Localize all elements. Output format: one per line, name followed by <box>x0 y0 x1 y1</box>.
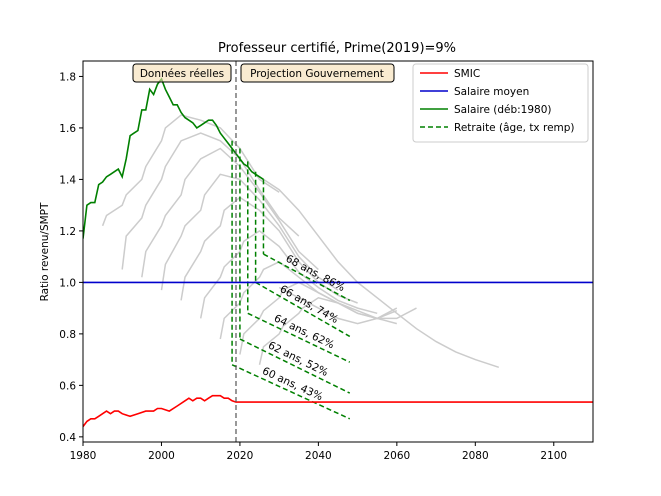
x-tick-label-2080: 2080 <box>462 450 489 462</box>
y-axis-label: Ratio revenu/SMPT <box>39 202 51 301</box>
annotation-donnees-reelles: Données réelles <box>132 63 232 83</box>
y-tick-label-0.6: 0.6 <box>59 380 76 392</box>
retraite-line-3 <box>247 312 351 363</box>
career-curve-1 <box>101 114 280 227</box>
y-tick-label-1.2: 1.2 <box>59 226 76 238</box>
career-curve-9 <box>258 296 398 365</box>
chart-title: Professeur certifié, Prime(2019)=9% <box>218 41 456 56</box>
axes: 1980 2000 2020 2040 2060 2080 2100 0.4 0.6 0.8 1.0… <box>59 60 594 462</box>
x-tick-label-2020: 2020 <box>227 450 254 462</box>
plot-frame <box>82 60 594 443</box>
y-tick-label-1: 1.0 <box>59 277 76 289</box>
legend-label-1: SMIC <box>454 68 480 80</box>
y-tick-label-1.4: 1.4 <box>59 174 76 186</box>
x-tick-label-1980: 1980 <box>70 450 97 462</box>
career-curve-11 <box>263 178 500 369</box>
y-tick-label-0.8: 0.8 <box>59 329 76 341</box>
retraite-line-2 <box>239 338 351 394</box>
annotation-boxes: Données réelles Projection Gouvernement <box>132 63 395 83</box>
retraite-line-4 <box>255 281 351 338</box>
career-curve-6 <box>199 229 378 319</box>
svg-text:Projection Gouvernement: Projection Gouvernement <box>250 68 384 80</box>
series-smic-line <box>83 394 593 428</box>
legend-label-4: Retraite (âge, tx remp) <box>454 122 575 134</box>
career-curve-3 <box>141 147 319 278</box>
annotation-projection-gouvernement: Projection Gouvernement <box>240 63 395 83</box>
series-salaire-deb1980-line <box>83 77 264 239</box>
y-tick-label-0.4: 0.4 <box>59 432 76 444</box>
retraite-line-5 <box>263 253 351 302</box>
career-curve-2 <box>121 132 300 270</box>
x-tick-label-2040: 2040 <box>305 450 332 462</box>
svg-text:Données réelles: Données réelles <box>140 68 224 80</box>
x-tick-label-2060: 2060 <box>383 450 410 462</box>
legend-label-3: Salaire (déb:1980) <box>454 104 552 116</box>
x-tick-label-2100: 2100 <box>540 450 567 462</box>
legend: SMIC Salaire moyen Salaire (déb:1980) Retra… <box>412 63 589 143</box>
legend-label-2: Salaire moyen <box>454 86 529 98</box>
y-tick-label-1.8: 1.8 <box>59 71 76 83</box>
x-tick-label-2000: 2000 <box>148 450 175 462</box>
retraite-line-1 <box>231 364 351 420</box>
y-tick-label-1.6: 1.6 <box>59 123 76 135</box>
career-curve-4 <box>160 173 339 291</box>
career-curve-10 <box>278 286 398 325</box>
